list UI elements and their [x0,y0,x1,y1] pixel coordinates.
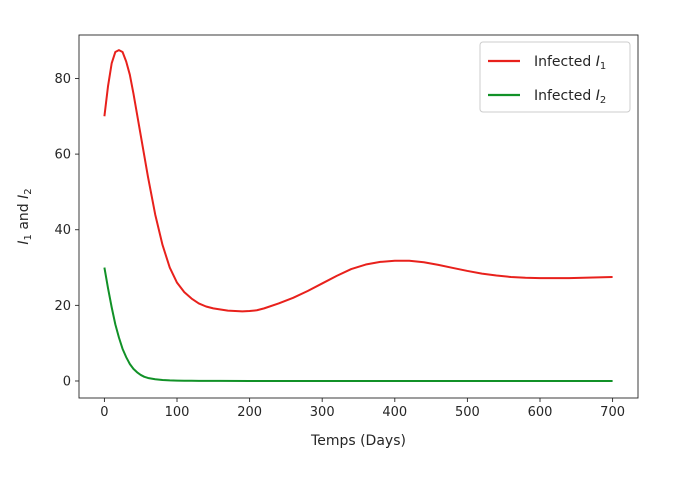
y-tick-label: 40 [54,223,71,238]
y-axis: 0 20 40 60 80 [54,72,79,389]
x-axis: 0 100 200 300 400 500 600 700 [100,398,625,420]
legend-entry-2: Infected I2 [534,88,606,106]
y-axis-label: I1 and I2 [16,188,34,244]
series-line-1 [103,49,613,313]
x-tick-label: 0 [100,405,108,420]
x-tick-label: 100 [165,405,190,420]
plot-frame [78,34,639,399]
legend-entry-1: Infected I1 [534,54,606,72]
x-tick-label: 300 [310,405,335,420]
legend-entry-part: 1 [600,61,606,72]
y-tick-label: 0 [63,374,71,389]
x-tick-label: 200 [237,405,262,420]
y-axis-label-part: 1 [23,234,34,240]
y-axis-label-part: I [16,241,32,245]
y-axis-label-part: I [16,195,32,199]
legend-entry-part: Infected [534,54,596,70]
x-tick-label: 700 [600,405,625,420]
legend-entry-part: I [596,54,600,70]
x-tick-label: 400 [382,405,407,420]
x-tick-label: 500 [455,405,480,420]
y-axis-label-part: 2 [23,188,34,194]
legend-entry-part: 2 [600,95,606,106]
x-tick-label: 600 [528,405,553,420]
x-axis-label: Temps (Days) [310,433,406,449]
y-axis-label-part: and [16,199,32,234]
y-tick-label: 60 [54,148,71,163]
legend-entry-part: Infected [534,88,596,104]
series-line-2 [103,267,613,382]
plot-lines [103,49,613,382]
y-tick-label: 80 [54,72,71,87]
y-tick-label: 20 [54,299,71,314]
legend-entry-part: I [596,88,600,104]
